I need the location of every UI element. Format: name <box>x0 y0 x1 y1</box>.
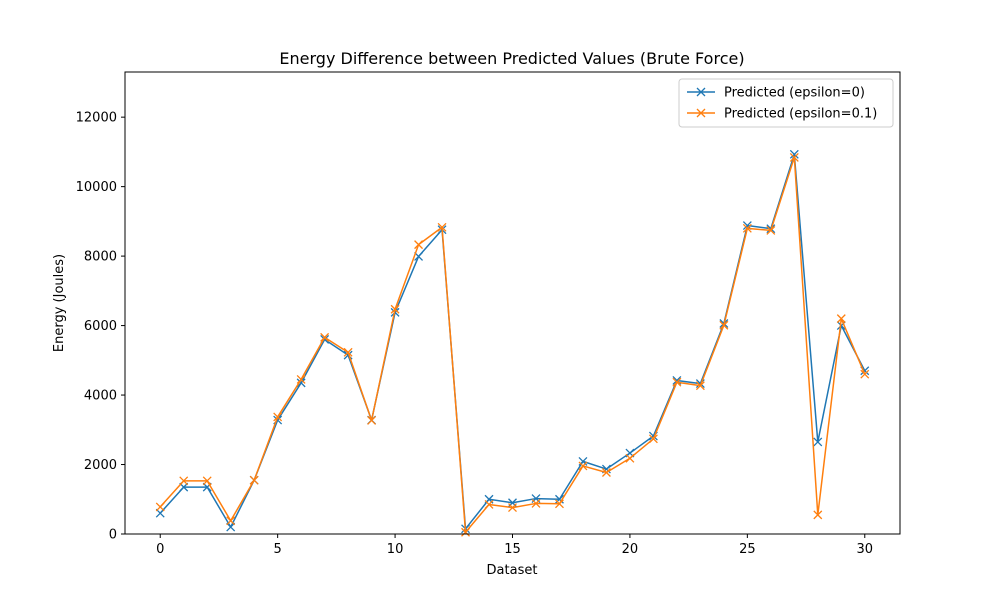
y-axis-label: Energy (Joules) <box>52 254 67 352</box>
data-point-marker <box>813 510 823 520</box>
y-tick-label: 10000 <box>76 180 117 195</box>
data-point-marker <box>836 321 846 331</box>
data-point-marker <box>226 522 236 532</box>
data-point-marker <box>813 437 823 447</box>
legend-marker <box>696 87 706 97</box>
data-point-marker <box>390 304 400 314</box>
legend-label: Predicted (epsilon=0.1) <box>724 107 877 122</box>
data-point-marker <box>695 381 705 391</box>
data-point-marker <box>367 415 377 425</box>
data-point-marker <box>648 434 658 444</box>
legend-box <box>678 78 894 128</box>
y-tick-label: 0 <box>109 528 117 543</box>
data-point-marker <box>695 379 705 389</box>
y-tick-label: 6000 <box>84 319 117 334</box>
legend-marker <box>696 108 706 118</box>
data-point-marker <box>202 476 212 486</box>
x-tick-label: 0 <box>156 542 164 557</box>
data-point-marker <box>273 412 283 422</box>
data-point-marker <box>601 468 611 477</box>
y-tick-label: 4000 <box>84 389 117 404</box>
data-point-marker <box>578 461 588 471</box>
data-point-marker <box>836 314 846 324</box>
data-point-marker <box>766 225 776 235</box>
data-point-marker <box>484 500 494 509</box>
chart-title: Energy Difference between Predicted Valu… <box>279 49 744 68</box>
data-point-marker <box>155 502 165 512</box>
x-tick-label: 15 <box>504 542 521 557</box>
data-point-marker <box>789 149 799 159</box>
plot-area: 0 5 10 15 20 25 30 0 2000 4000 6000 8000 10000 12000 <box>76 71 901 557</box>
data-point-marker <box>296 374 306 384</box>
data-point-marker <box>320 332 330 342</box>
x-tick-label: 20 <box>622 542 639 557</box>
data-point-marker <box>249 475 259 485</box>
data-point-marker <box>860 369 870 379</box>
legend: Predicted (epsilon=0) Predicted (epsilon=… <box>678 78 894 128</box>
x-tick-label: 25 <box>739 542 756 557</box>
series-1 <box>155 152 870 537</box>
data-point-marker <box>179 476 189 486</box>
y-tick-label: 2000 <box>84 458 117 473</box>
data-point-marker <box>414 240 424 250</box>
x-tick-label: 30 <box>856 542 873 557</box>
data-point-marker <box>555 499 564 509</box>
data-point-marker <box>719 320 729 330</box>
x-axis-label: Dataset <box>487 563 538 578</box>
x-tick-label: 5 <box>274 542 282 557</box>
x-tick-label: 10 <box>387 542 404 557</box>
data-point-marker <box>437 222 447 232</box>
data-point-marker <box>789 152 799 162</box>
data-point-marker <box>531 498 541 508</box>
data-point-marker <box>625 453 635 463</box>
y-tick-label: 12000 <box>76 111 117 126</box>
data-point-marker <box>742 223 752 233</box>
data-point-marker <box>672 377 682 387</box>
y-tick-label: 8000 <box>84 250 117 265</box>
data-point-marker <box>343 347 353 357</box>
data-point-marker <box>508 503 517 513</box>
legend-label: Predicted (epsilon=0) <box>724 86 865 101</box>
data-point-marker <box>296 378 306 388</box>
data-point-marker <box>461 527 470 537</box>
data-point-marker <box>226 516 236 526</box>
